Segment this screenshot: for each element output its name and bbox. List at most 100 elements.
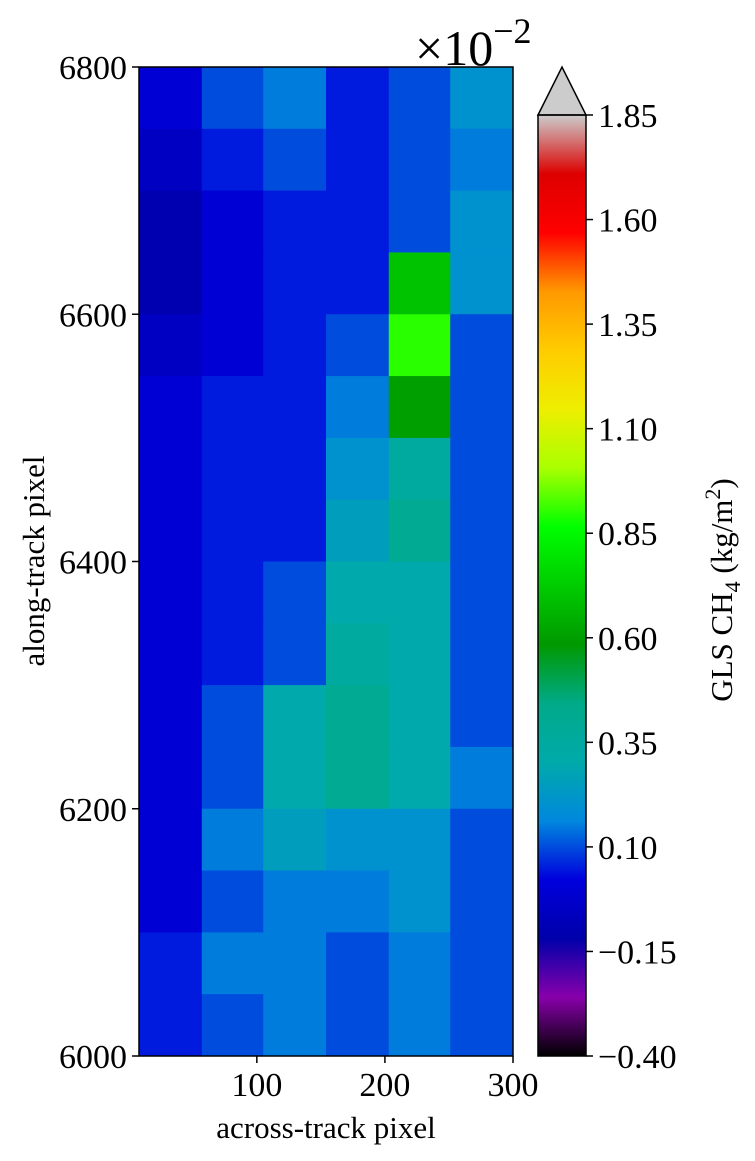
heatmap-cell [139, 623, 203, 686]
heatmap-cell [326, 376, 390, 439]
heatmap-cell [139, 808, 203, 872]
heatmap-cell [263, 746, 327, 810]
heatmap-cell [139, 252, 203, 315]
heatmap-cell [388, 190, 451, 253]
heatmap-cell [201, 67, 264, 130]
heatmap-cell [201, 932, 264, 995]
x-tick-label: 100 [231, 1067, 282, 1104]
colorbar-extend [536, 65, 588, 116]
colorbar-tick-label: 0.35 [598, 725, 658, 762]
heatmap-cell [326, 499, 390, 562]
heatmap [139, 67, 514, 1057]
heatmap-cell [326, 623, 390, 686]
colorbar-tick-label: 1.35 [598, 307, 658, 344]
heatmap-cell [201, 376, 264, 439]
heatmap-cell [263, 808, 327, 872]
heatmap-cell [388, 314, 451, 377]
heatmap-cell [450, 67, 514, 130]
heatmap-cell [388, 128, 451, 192]
heatmap-cell [263, 994, 327, 1057]
heatmap-cell [326, 561, 390, 624]
heatmap-cell [326, 437, 390, 501]
heatmap-cell [388, 623, 451, 686]
heatmap-cell [326, 994, 390, 1057]
heatmap-cell [388, 499, 451, 562]
heatmap-cell [388, 67, 451, 130]
heatmap-cell [201, 808, 264, 872]
heatmap-cell [139, 994, 203, 1057]
colorbar-frame [537, 114, 587, 1057]
heatmap-cell [263, 190, 327, 253]
heatmap-cell [326, 252, 390, 315]
heatmap-cell [450, 437, 514, 501]
heatmap-cell [263, 932, 327, 995]
y-tick-label: 6800 [59, 50, 127, 87]
heatmap-cell [388, 994, 451, 1057]
heatmap-cell [450, 808, 514, 872]
heatmap-cell [201, 746, 264, 810]
x-axis-label: across-track pixel [216, 1110, 435, 1145]
heatmap-cell [450, 128, 514, 192]
heatmap-cell [326, 808, 390, 872]
heatmap-cell [139, 190, 203, 253]
heatmap-cell [326, 67, 390, 130]
heatmap-cell [450, 623, 514, 686]
heatmap-cell [139, 932, 203, 995]
heatmap-cell [388, 252, 451, 315]
heatmap-cell [263, 314, 327, 377]
heatmap-cell [388, 746, 451, 810]
heatmap-cell [450, 252, 514, 315]
heatmap-cell [201, 994, 264, 1057]
x-tick-label: 300 [488, 1067, 539, 1104]
y-tick-label: 6400 [59, 545, 127, 582]
heatmap-cell [450, 994, 514, 1057]
label-part: (kg/m [704, 500, 739, 582]
heatmap-cell [450, 376, 514, 439]
heatmap-cell [263, 437, 327, 501]
heatmap-cell [201, 561, 264, 624]
label-sub: 4 [720, 581, 745, 592]
heatmap-cell [263, 499, 327, 562]
heatmap-cell [450, 190, 514, 253]
y-axis-label: along-track pixel [16, 456, 51, 667]
heatmap-cell [388, 561, 451, 624]
colorbar [538, 115, 586, 1056]
heatmap-cell [263, 252, 327, 315]
x-tick-label: 200 [359, 1067, 410, 1104]
heatmap-cell [326, 932, 390, 995]
heatmap-cell [450, 685, 514, 748]
heatmap-cell [326, 870, 390, 933]
heatmap-cell [201, 252, 264, 315]
heatmap-cell [201, 190, 264, 253]
heatmap-cell [326, 128, 390, 192]
colorbar-tick-label: 1.85 [598, 98, 658, 135]
heatmap-cell [388, 808, 451, 872]
heatmap-cell [388, 870, 451, 933]
heatmap-cell [201, 870, 264, 933]
heatmap-cell [201, 314, 264, 377]
heatmap-cell [139, 561, 203, 624]
heatmap-cell [139, 314, 203, 377]
heatmap-cell [139, 746, 203, 810]
heatmap-cell [139, 376, 203, 439]
heatmap-cell [450, 561, 514, 624]
heatmap-cell [263, 623, 327, 686]
heatmap-cell [450, 932, 514, 995]
heatmap-cell [263, 561, 327, 624]
heatmap-cell [201, 685, 264, 748]
colorbar-tick-label: 1.60 [598, 203, 658, 240]
heatmap-cell [139, 499, 203, 562]
label-sup: 2 [700, 489, 725, 500]
heatmap-cell [326, 314, 390, 377]
heatmap-cell [388, 685, 451, 748]
colorbar-tick-label: −0.15 [598, 934, 677, 971]
heatmap-cell [450, 746, 514, 810]
offset-exponent: −2 [493, 11, 531, 51]
heatmap-cell [263, 685, 327, 748]
heatmap-cell [263, 128, 327, 192]
heatmap-cell [263, 870, 327, 933]
heatmap-cell [139, 437, 203, 501]
heatmap-cell [326, 685, 390, 748]
label-part: ) [704, 478, 739, 488]
heatmap-cell [139, 67, 203, 130]
